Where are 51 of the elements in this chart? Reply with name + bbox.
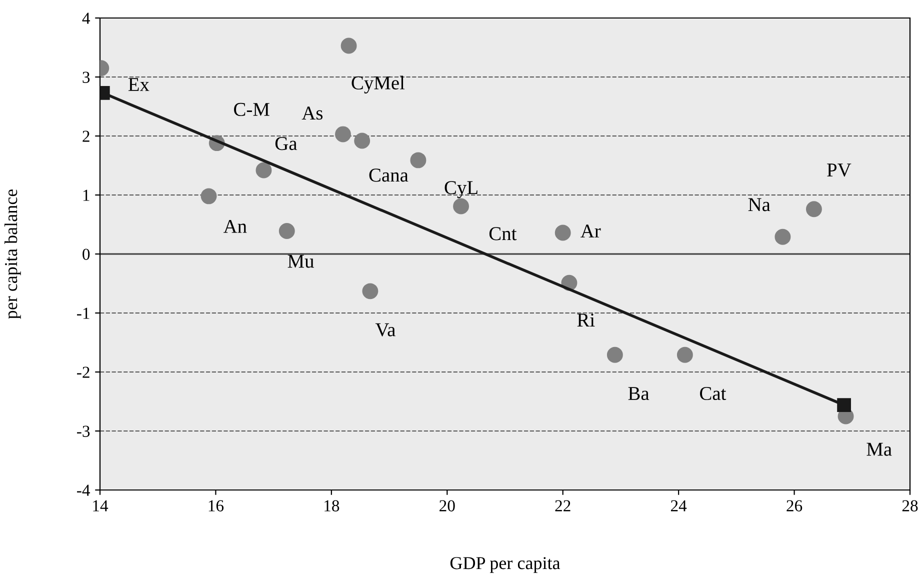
point [278, 223, 295, 239]
x-tick-label: 26 [786, 500, 802, 512]
y-tick-label: 2 [82, 130, 90, 142]
annotation: Ga [275, 137, 298, 150]
y-tick-label: 1 [83, 190, 90, 201]
annotation: As [302, 106, 323, 120]
y-tick-label: -2 [77, 366, 90, 378]
y-tick-label: 0 [82, 248, 90, 260]
annotation: An [223, 220, 247, 233]
annotation: Mu [288, 254, 314, 268]
y-tick-label: -4 [77, 484, 90, 496]
x-tick-label: 24 [670, 500, 687, 512]
y-tick-label: 3 [82, 72, 90, 83]
x-tick-label: 18 [324, 500, 340, 512]
annotation: Ma [866, 442, 892, 456]
annotation: Cana [369, 168, 408, 182]
annotation: PV [827, 164, 852, 177]
y-axis-title: per capita balance [4, 189, 21, 319]
point [554, 224, 571, 241]
annotation: Cnt [489, 227, 517, 240]
annotation: Ar [580, 224, 601, 238]
point [354, 132, 370, 149]
annotation: Na [748, 198, 770, 212]
y-tick-label: 4 [82, 12, 90, 24]
x-tick-label: 16 [208, 500, 224, 512]
point [200, 188, 217, 204]
x-tick-label: 14 [93, 500, 108, 512]
annotation: CyL [444, 181, 478, 198]
y-tick-label: -3 [77, 426, 90, 437]
point [774, 228, 791, 245]
x-tick-label: 28 [902, 500, 918, 512]
y-tick-label: -1 [77, 308, 90, 319]
point [453, 198, 470, 214]
annotation: Cat [700, 386, 726, 400]
point [340, 38, 357, 54]
x-tick-label: 20 [440, 500, 455, 512]
point [362, 283, 378, 300]
annotation: Ba [628, 387, 650, 400]
point [335, 126, 351, 142]
point [806, 201, 822, 218]
annotation: Va [375, 323, 396, 336]
annotation: Ri [577, 314, 595, 326]
x-axis-title: GDP per capita [450, 557, 560, 573]
annotation: Ex [128, 78, 150, 91]
point [606, 346, 623, 363]
x-tick-label: 22 [555, 500, 570, 512]
point [410, 152, 426, 168]
point [256, 162, 272, 178]
point [676, 346, 693, 363]
annotation: C-M [234, 102, 270, 116]
annotation: CyMel [352, 76, 405, 94]
